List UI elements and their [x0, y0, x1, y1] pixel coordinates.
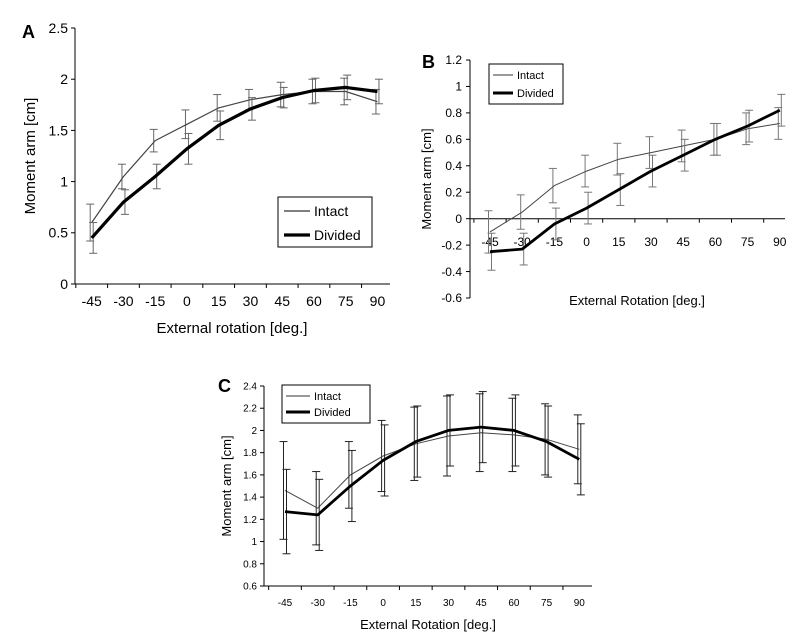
panel-a-x-tick-label: 60 [306, 293, 322, 309]
panel-a-x-tick-label: 30 [243, 293, 259, 309]
panel-c-divided-line [284, 425, 580, 517]
panel-a-x-tick-label: -15 [145, 293, 165, 309]
panel-c-y-tick-label: 1.4 [243, 493, 257, 504]
panel-a-legend-intact: Intact [314, 203, 348, 219]
panel-a-plot [86, 74, 383, 254]
panel-c-legend-intact: Intact [314, 391, 341, 403]
panel-c-legend-box [281, 384, 371, 424]
panel-b-x-ticks: -45 -30 -15 0 15 30 45 60 75 90 [473, 218, 787, 249]
panel-b-x-tick-label: -45 [481, 235, 499, 249]
panel-c-letter: C [218, 376, 231, 396]
panel-a: A 0 0.5 1 1.5 2 2.5 -45 -30 -15 0 15 30 45 60 75 90 Ex… [22, 20, 390, 337]
panel-c-x-tick-label: 0 [380, 598, 386, 609]
panel-a-legend-box [277, 196, 373, 248]
panel-c-x-tick-label: -30 [310, 598, 325, 609]
panel-a-x-tick-label: -45 [82, 293, 102, 309]
panel-a-x-tick-label: 45 [274, 293, 290, 309]
panel-c-x-tick-label: -45 [278, 598, 293, 609]
panel-b-y-tick-label: 1.2 [445, 53, 462, 67]
panel-a-y-tick-label: 1.5 [49, 122, 69, 138]
panel-a-x-tick-label: 0 [183, 293, 191, 309]
panel-b-legend-intact: Intact [517, 70, 544, 82]
panel-c-x-tick-label: -15 [343, 598, 358, 609]
panel-a-x-title: External rotation [deg.] [157, 320, 308, 337]
panel-b-x-tick-label: 30 [644, 235, 658, 249]
panel-c: C 0.6 0.8 1 1.2 1.4 1.6 1.8 2 2.2 2.4 -45 -30 -15 0 1… [218, 376, 592, 632]
panel-b-divided-line [489, 108, 781, 254]
panel-c-x-tick-label: 15 [410, 598, 422, 609]
panel-a-y-tick-label: 2 [60, 71, 68, 87]
panel-b-legend-box [488, 63, 564, 105]
panel-c-x-tick-label: 90 [574, 598, 586, 609]
panel-b-y-tick-label: 0 [455, 212, 462, 226]
panel-c-y-tick-label: 1.8 [243, 448, 257, 459]
panel-b: B -0.6 -0.4 -0.2 0 0.2 0.4 0.6 0.8 1 1.2 -45 -30 -1… [419, 52, 787, 308]
panel-c-y-ticks: 0.6 0.8 1 1.2 1.4 1.6 1.8 2 2.2 2.4 [243, 382, 264, 593]
panel-c-x-tick-label: 30 [443, 598, 455, 609]
panel-c-y-tick-label: 0.8 [243, 559, 257, 570]
panel-b-y-tick-label: -0.6 [441, 291, 462, 305]
panel-c-y-tick-label: 1 [251, 537, 257, 548]
panel-c-x-ticks: -45 -30 -15 0 15 30 45 60 75 90 [268, 586, 586, 609]
panel-c-legend: Intact Divided [281, 384, 371, 424]
panel-a-y-tick-label: 2.5 [49, 20, 69, 36]
panel-b-x-tick-label: 15 [612, 235, 626, 249]
panel-a-y-ticks: 0 0.5 1 1.5 2 2.5 [49, 20, 75, 292]
panel-b-y-tick-label: -0.4 [441, 265, 462, 279]
panel-c-x-tick-label: 60 [508, 598, 520, 609]
panel-b-x-tick-label: 75 [741, 235, 755, 249]
panel-a-legend: Intact Divided [277, 196, 373, 248]
panel-b-y-tick-label: 0.4 [445, 159, 462, 173]
panel-a-x-ticks: -45 -30 -15 0 15 30 45 60 75 90 [75, 284, 386, 309]
panel-b-y-ticks: -0.6 -0.4 -0.2 0 0.2 0.4 0.6 0.8 1 1.2 [441, 53, 470, 305]
panel-a-x-tick-label: -30 [113, 293, 133, 309]
panel-c-legend-divided: Divided [314, 407, 351, 419]
panel-b-x-tick-label: 0 [583, 235, 590, 249]
panel-a-x-tick-label: 75 [338, 293, 354, 309]
panel-c-y-tick-label: 0.6 [243, 582, 257, 593]
panel-b-intact-line [489, 123, 780, 233]
panel-b-y-title: Moment arm [cm] [419, 128, 434, 229]
panel-b-x-tick-label: -15 [546, 235, 564, 249]
panel-c-y-tick-label: 2.2 [243, 404, 257, 415]
panel-b-x-tick-label: 60 [709, 235, 723, 249]
panel-b-plot [484, 93, 786, 271]
panel-c-y-tick-label: 2.4 [243, 382, 257, 393]
panel-b-y-tick-label: 0.6 [445, 133, 462, 147]
panel-a-letter: A [22, 22, 35, 42]
panel-a-y-tick-label: 0 [60, 276, 68, 292]
panel-b-y-tick-label: 0.8 [445, 106, 462, 120]
panel-c-y-title: Moment arm [cm] [219, 435, 234, 536]
panel-b-letter: B [422, 52, 435, 72]
panel-c-plot [279, 391, 585, 555]
panel-c-y-tick-label: 1.6 [243, 470, 257, 481]
panel-c-x-tick-label: 75 [541, 598, 553, 609]
panel-a-y-tick-label: 0.5 [49, 225, 69, 241]
panel-b-legend-divided: Divided [517, 88, 554, 100]
panel-b-legend: Intact Divided [488, 63, 564, 105]
panel-b-x-tick-label: 90 [773, 235, 787, 249]
panel-b-x-tick-label: -30 [514, 235, 532, 249]
panel-a-y-tick-label: 1 [60, 174, 68, 190]
panel-b-y-tick-label: 1 [455, 80, 462, 94]
panel-a-x-tick-label: 90 [370, 293, 386, 309]
panel-c-y-tick-label: 2 [251, 426, 257, 437]
panel-b-x-title: External Rotation [deg.] [569, 293, 705, 308]
panel-a-intact-line [91, 90, 378, 223]
panel-a-divided-line [90, 85, 378, 239]
panel-c-x-title: External Rotation [deg.] [360, 617, 496, 632]
panel-c-intact-line [284, 432, 580, 509]
panel-b-x-tick-label: 45 [677, 235, 691, 249]
panel-b-y-tick-label: 0.2 [445, 185, 462, 199]
panel-c-y-tick-label: 1.2 [243, 515, 257, 526]
panel-a-legend-divided: Divided [314, 227, 361, 243]
panel-a-x-tick-label: 15 [211, 293, 227, 309]
panel-b-y-tick-label: -0.2 [441, 238, 462, 252]
panel-c-x-tick-label: 45 [476, 598, 488, 609]
panel-a-y-title: Moment arm [cm] [22, 98, 39, 215]
